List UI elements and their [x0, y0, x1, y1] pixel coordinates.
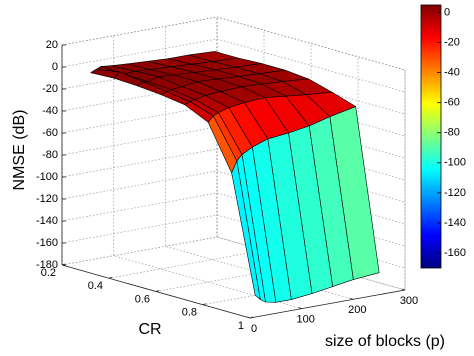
x-tick	[155, 290, 160, 292]
x-tick-label: 0.8	[182, 307, 197, 319]
box-edge	[61, 16, 218, 46]
colorbar-tick-label: -100	[444, 157, 466, 169]
axis-line	[249, 289, 406, 319]
colorbar-tick-label: -40	[444, 67, 460, 79]
x-tick-label: 0.6	[135, 293, 150, 305]
y-tick-label: 300	[400, 295, 418, 307]
surface	[90, 51, 380, 303]
colorbar-tick-label: -160	[444, 247, 466, 259]
x-tick	[108, 276, 113, 279]
colorbar-tick-label: -20	[444, 36, 460, 48]
z-tick-label: -40	[42, 105, 58, 117]
axes: -180 -160 -140 -120 -100 -80 -60 -40 -20 0 20 0.2 0.…	[36, 39, 418, 335]
z-tick-label: -160	[36, 237, 58, 249]
y-axis-label: size of blocks (p)	[325, 333, 445, 350]
colorbar-tick-label: -140	[444, 217, 466, 229]
x-axis-label: CR	[138, 321, 161, 338]
x-tick	[249, 316, 254, 319]
x-tick-label: 1	[238, 320, 244, 332]
colorbar-tick-label: 0	[444, 6, 450, 18]
x-tick-label: 0.2	[41, 267, 56, 279]
z-tick-label: -140	[36, 215, 58, 227]
z-tick-label: -80	[42, 149, 58, 161]
colorbar-tick-label: -60	[444, 97, 460, 109]
z-tick-label: -120	[36, 193, 58, 205]
colorbar-tick-label: -80	[444, 127, 460, 139]
z-tick-label: -180	[36, 259, 58, 271]
z-tick-label: 20	[46, 39, 58, 51]
z-tick-label: -100	[36, 171, 58, 183]
z-axis-label: NMSE (dB)	[11, 110, 28, 191]
box-edge	[216, 16, 406, 71]
y-tick	[298, 307, 302, 310]
y-tick-label: 200	[348, 304, 366, 316]
y-tick	[350, 297, 354, 300]
z-tick-label: 0	[52, 61, 58, 73]
z-tick-label: -60	[42, 127, 58, 139]
colorbar-scale	[420, 4, 442, 269]
x-tick	[202, 303, 207, 306]
surface-patch	[231, 160, 261, 300]
y-tick-label: 100	[296, 314, 314, 326]
x-tick	[61, 263, 66, 266]
colorbar: -160 -140 -120 -100 -80 -60 -40 -20 0	[420, 4, 466, 269]
y-tick-label: 0	[251, 323, 257, 335]
x-tick-label: 0.4	[88, 280, 103, 292]
y-tick	[401, 288, 406, 291]
z-tick-label: -20	[42, 83, 58, 95]
colorbar-tick-label: -120	[444, 187, 466, 199]
y-tick	[246, 316, 251, 319]
